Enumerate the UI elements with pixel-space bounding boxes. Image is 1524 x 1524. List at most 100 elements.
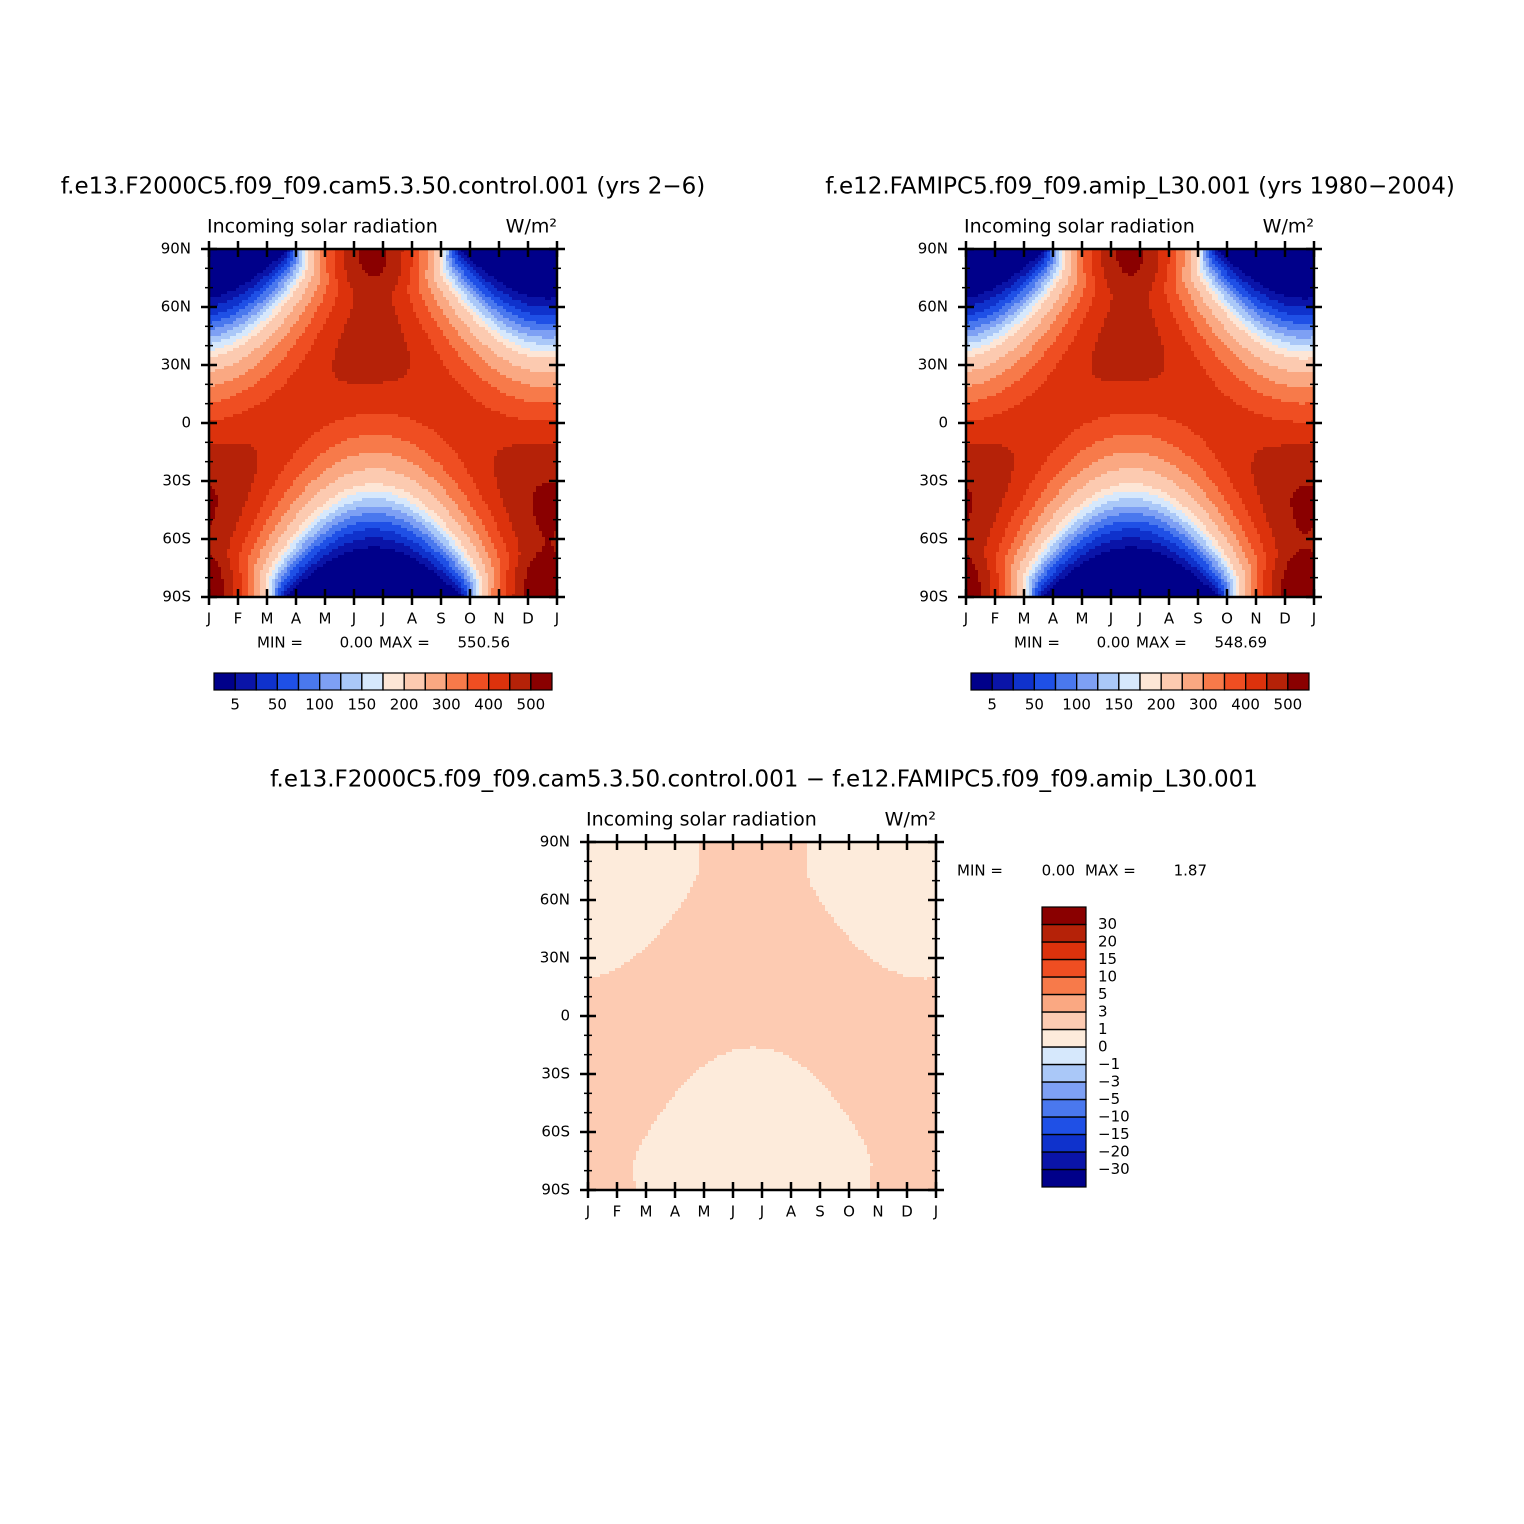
contour-cell (1050, 546, 1060, 550)
contour-cell (1074, 336, 1099, 340)
contour-cell (317, 537, 327, 541)
contour-cell (395, 549, 414, 553)
contour-cell (1200, 252, 1204, 256)
contour-cell (500, 564, 510, 568)
contour-cell (1251, 564, 1258, 568)
contour-cell (1098, 417, 1168, 421)
contour-cell (1026, 273, 1033, 277)
contour-cell (966, 456, 1015, 460)
contour-cell (1155, 321, 1177, 325)
contour-cell (287, 462, 312, 466)
contour-cell (1065, 576, 1198, 580)
contour-cell (588, 959, 631, 963)
contour-cell (236, 522, 255, 526)
contour-cell (209, 321, 213, 325)
contour-cell (1080, 426, 1189, 430)
contour-cell (461, 528, 474, 532)
contour-cell (296, 258, 300, 262)
contour-cell (242, 546, 255, 550)
contour-cell (978, 294, 997, 298)
contour-cell (455, 564, 462, 568)
contour-cell (299, 447, 330, 451)
contour-cell (1005, 369, 1030, 373)
contour-cell (506, 579, 516, 583)
contour-cell (1206, 441, 1315, 445)
contour-cell (245, 501, 264, 505)
contour-cell (302, 579, 444, 583)
contour-cell (807, 860, 937, 864)
contour-cell (588, 1010, 937, 1014)
contour-cell (1293, 516, 1315, 520)
contour-cell (1173, 315, 1189, 319)
contour-cell (1230, 396, 1273, 400)
contour-cell (443, 330, 459, 334)
contour-cell (290, 375, 336, 379)
contour-cell (248, 387, 282, 391)
contour-cell (467, 468, 495, 472)
contour-cell (864, 950, 937, 954)
contour-cell (509, 567, 516, 571)
contour-cell (1263, 582, 1273, 586)
contour-cell (401, 267, 411, 271)
contour-cell (1224, 363, 1246, 367)
contour-cell (299, 495, 315, 499)
contour-cell (1221, 270, 1228, 274)
contour-cell (524, 339, 558, 343)
contour-cell (428, 282, 438, 286)
contour-cell (542, 549, 555, 553)
contour-cell (323, 510, 336, 514)
contour-cell (440, 264, 444, 268)
contour-cell (305, 489, 321, 493)
contour-cell (1236, 582, 1240, 586)
contour-cell (1239, 582, 1246, 586)
contour-cell (209, 375, 240, 379)
contour-cell (407, 348, 435, 352)
contour-cell (966, 288, 994, 292)
contour-cell (470, 393, 507, 397)
contour-cell (290, 564, 297, 568)
contour-cell (524, 318, 558, 322)
contour-cell (1200, 276, 1204, 280)
contour-cell (311, 522, 318, 526)
contour-cell (1233, 531, 1246, 535)
contour-cell (209, 357, 243, 361)
contour-cell (281, 594, 285, 598)
contour-cell (461, 249, 558, 253)
contour-cell (470, 579, 477, 583)
contour-cell (1062, 261, 1066, 265)
contour-cell (467, 390, 501, 394)
contour-cell (1197, 258, 1201, 262)
contour-cell (1017, 549, 1030, 553)
contour-cell (1062, 288, 1075, 292)
contour-cell (458, 279, 465, 283)
contour-cell (1005, 534, 1018, 538)
contour-cell (242, 582, 249, 586)
contour-cell (488, 363, 513, 367)
contour-cell (473, 333, 492, 337)
contour-cell (987, 396, 1027, 400)
contour-cell (443, 534, 450, 538)
contour-cell (1143, 261, 1159, 265)
contour-cell (966, 303, 976, 307)
contour-cell (278, 276, 285, 280)
contour-cell (290, 276, 297, 280)
contour-cell (1059, 333, 1078, 337)
contour-cell (699, 863, 808, 867)
contour-cell (209, 510, 216, 514)
contour-cell (1179, 555, 1192, 559)
contour-cell (966, 573, 979, 577)
contour-cell (1293, 510, 1315, 514)
contour-cell (1065, 285, 1075, 289)
contour-cell (290, 348, 312, 352)
contour-cell (515, 306, 558, 310)
contour-cell (1041, 291, 1048, 295)
contour-cell (287, 285, 294, 289)
contour-cell (1167, 441, 1207, 445)
contour-cell (407, 369, 450, 373)
contour-cell (290, 249, 294, 253)
contour-cell (1056, 528, 1063, 532)
contour-cell (464, 573, 468, 577)
contour-cell (284, 552, 291, 556)
contour-cell (533, 498, 558, 502)
contour-cell (275, 507, 291, 511)
